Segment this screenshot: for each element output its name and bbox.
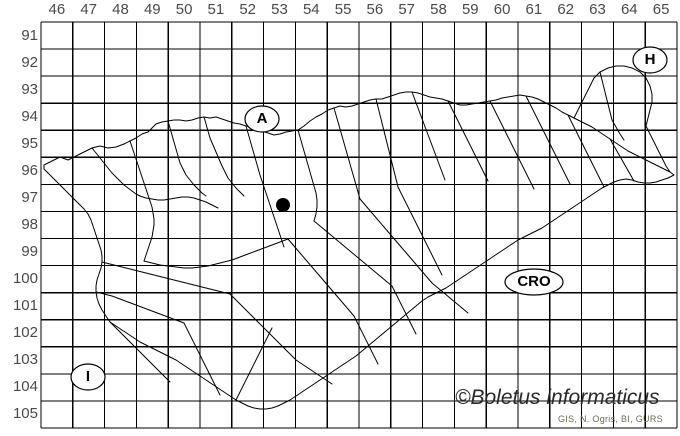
boundary-line-nw-2 — [129, 140, 155, 262]
column-label: 59 — [461, 1, 479, 18]
column-label: 63 — [589, 1, 606, 18]
column-label: 52 — [239, 1, 257, 18]
column-label: 46 — [48, 1, 66, 18]
boundary-line-se-3 — [353, 315, 379, 365]
country-code-ellipse — [632, 46, 668, 74]
column-label: 60 — [493, 1, 511, 18]
country-code-ellipse — [70, 363, 106, 391]
attribution-text: GIS, N. Ogris, BI, GURS — [558, 414, 663, 424]
boundary-line-se-1 — [431, 282, 469, 314]
boundary-line-ne-3 — [489, 100, 535, 190]
occurrence-point — [276, 198, 290, 212]
column-label: 53 — [271, 1, 288, 18]
boundary-line-sw-2 — [109, 321, 171, 383]
column-label: 57 — [398, 1, 416, 18]
occurrence-points-layer — [276, 198, 290, 212]
column-label: 65 — [652, 1, 670, 18]
country-code-label: H — [644, 51, 656, 68]
row-label: 102 — [12, 324, 38, 342]
column-label: 49 — [143, 1, 161, 18]
boundary-line-ne-5 — [567, 114, 605, 188]
row-label: 101 — [12, 297, 38, 315]
boundary-line-hungary-3 — [645, 125, 671, 173]
boundary-line-c-5 — [359, 198, 433, 284]
boundary-line-se-4 — [295, 359, 333, 385]
country-code-ellipses-layer — [70, 46, 668, 391]
row-label: 104 — [12, 378, 38, 396]
boundary-line-hungary-2 — [599, 71, 625, 141]
boundary-line-c-6 — [397, 186, 443, 276]
grid-layer — [40, 21, 678, 429]
column-label: 51 — [207, 1, 225, 18]
boundary-line-c-7 — [313, 220, 393, 287]
row-label: 100 — [12, 270, 38, 288]
row-label: 93 — [21, 80, 38, 98]
column-label: 64 — [620, 1, 638, 18]
boundary-line-sw-4 — [235, 327, 273, 401]
row-label: 96 — [21, 161, 38, 179]
row-label: 105 — [12, 405, 38, 423]
row-label: 99 — [21, 243, 38, 261]
boundary-line-nw-1 — [91, 147, 219, 209]
copyright-notice: ©Boletus informaticus — [455, 386, 660, 409]
boundary-line-c-3 — [229, 293, 297, 361]
boundary-line-nc-3 — [333, 107, 361, 200]
row-label: 98 — [21, 216, 38, 233]
boundary-line-ne-1 — [411, 91, 446, 181]
boundary-line-nw-3 — [167, 120, 207, 197]
column-label: 47 — [80, 1, 98, 18]
boundary-line-nc-2 — [297, 129, 318, 222]
row-label: 91 — [21, 26, 38, 44]
boundary-line-sw-1 — [95, 291, 185, 324]
boundary-line-nc-1 — [245, 125, 285, 248]
column-label: 55 — [334, 1, 352, 18]
column-label: 58 — [430, 1, 447, 18]
region-boundaries-layer — [43, 65, 675, 410]
column-label: 50 — [175, 1, 193, 18]
boundary-line-nw-4 — [203, 116, 245, 197]
boundary-line-c-2 — [101, 261, 231, 295]
boundary-line-ne-6 — [609, 138, 635, 182]
boundary-line-ne-2 — [447, 100, 489, 182]
row-label: 94 — [21, 107, 38, 125]
row-label: 103 — [12, 351, 38, 369]
column-label: 61 — [525, 1, 543, 18]
column-label: 62 — [557, 1, 575, 18]
row-label: 97 — [21, 188, 38, 206]
country-code-label: CRO — [517, 273, 551, 290]
slovenia-outline — [43, 91, 675, 410]
country-code-ellipse — [244, 105, 280, 133]
boundary-line-ne-4 — [525, 95, 571, 185]
column-label: 54 — [302, 1, 320, 18]
column-label: 48 — [112, 1, 129, 18]
boundary-line-c-1 — [143, 238, 289, 269]
boundary-line-sw-3 — [183, 322, 221, 396]
row-label: 92 — [21, 53, 38, 71]
boundary-line-nc-4 — [375, 98, 399, 188]
boundary-line-hungary-1 — [573, 65, 653, 127]
country-code-label: I — [85, 368, 91, 385]
country-code-ellipse — [504, 268, 564, 296]
country-code-label: A — [256, 110, 268, 127]
boundary-line-c-4 — [287, 238, 355, 317]
boundary-line-se-2 — [391, 285, 417, 335]
column-label: 56 — [366, 1, 384, 18]
row-label: 95 — [21, 134, 38, 152]
